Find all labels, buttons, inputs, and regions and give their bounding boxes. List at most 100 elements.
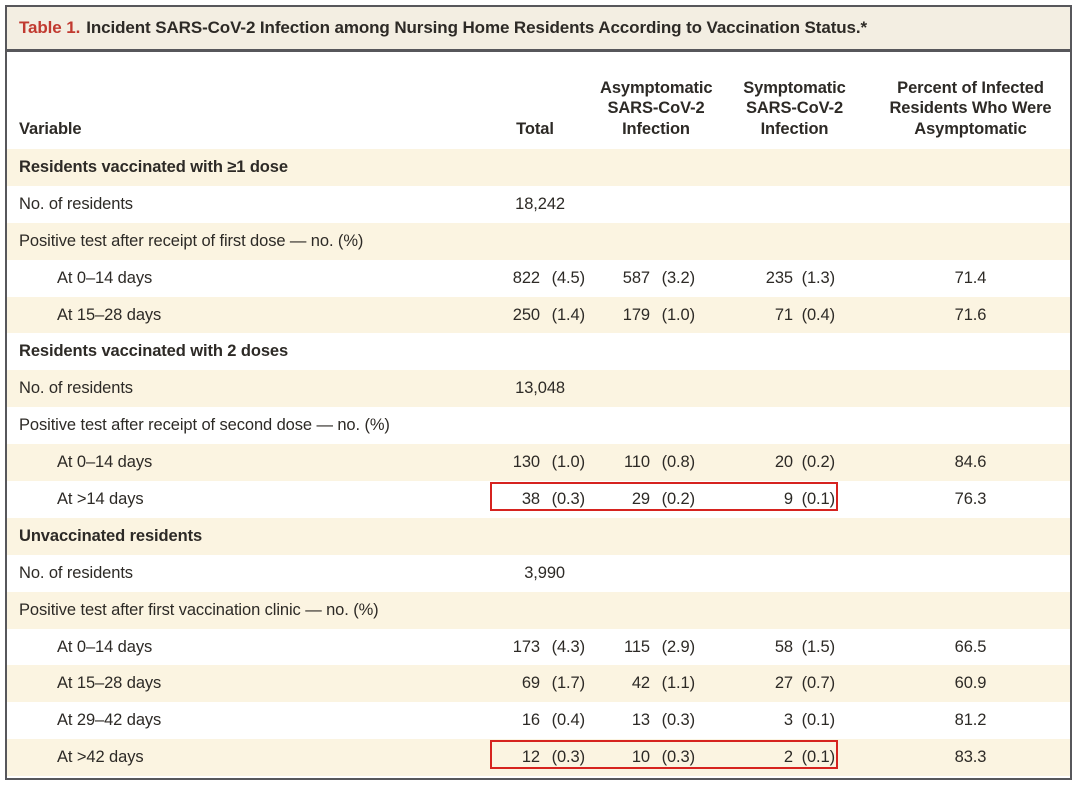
cell-symptomatic: 235 (1.3): [712, 259, 847, 297]
cell-value-number: 130: [512, 453, 540, 472]
cell-percent-asymptomatic: 84.6: [847, 444, 1070, 482]
table-row: Residents vaccinated with ≥1 dose: [7, 149, 1070, 186]
cell-symptomatic: [712, 333, 847, 371]
cell-value-number: 822: [512, 268, 540, 287]
cell-percent-asymptomatic: [847, 185, 1070, 223]
cell-symptomatic: [712, 407, 847, 445]
cell-value-percent: (0.2): [801, 453, 836, 472]
cell-value-percent: (0.1): [801, 489, 836, 508]
cell-symptomatic: 20 (0.2): [712, 444, 847, 482]
col-header-variable: Variable: [7, 52, 470, 149]
col-header-symptomatic: Symptomatic SARS-CoV-2 Infection: [712, 52, 847, 149]
header-line: SARS-CoV-2: [607, 99, 705, 118]
cell-asymptomatic: [600, 554, 712, 592]
cell-value-number: 20: [774, 453, 793, 472]
cell-symptomatic: 9 (0.1): [712, 481, 847, 518]
cell-asymptomatic: 587 (3.2): [600, 259, 712, 297]
table-row: Positive test after receipt of first dos…: [7, 222, 1070, 260]
cell-total: 250 (1.4): [470, 296, 600, 334]
cell-variable: At 15–28 days: [7, 296, 470, 334]
cell-total: [470, 149, 600, 186]
cell-total: 18,242: [470, 185, 600, 223]
cell-percent-asymptomatic: 66.5: [847, 628, 1070, 666]
cell-total: 3,990: [470, 554, 600, 592]
cell-asymptomatic: [600, 149, 712, 186]
cell-value-number: 38: [521, 489, 540, 508]
table-row: At >14 days 38 (0.3) 29 (0.2) 9 (0.1) 76.3: [7, 481, 1070, 518]
cell-asymptomatic: [600, 517, 712, 555]
cell-variable: At 15–28 days: [7, 665, 470, 703]
cell-asymptomatic: 179 (1.0): [600, 296, 712, 334]
cell-variable: No. of residents: [7, 370, 470, 408]
table-row: Residents vaccinated with 2 doses: [7, 333, 1070, 371]
cell-value-number: 18,242: [515, 194, 565, 213]
cell-value-percent: (0.1): [801, 711, 836, 730]
cell-total: 130 (1.0): [470, 444, 600, 482]
cell-symptomatic: [712, 591, 847, 629]
cell-symptomatic: [712, 185, 847, 223]
cell-symptomatic: [712, 517, 847, 555]
cell-variable: At >14 days: [7, 481, 470, 518]
cell-symptomatic: 3 (0.1): [712, 702, 847, 740]
cell-variable: At 0–14 days: [7, 259, 470, 297]
table-row: At 15–28 days 69 (1.7) 42 (1.1) 27 (0.7) 60…: [7, 665, 1070, 703]
header-row: Variable Total Asymptomatic SARS-CoV-2 I…: [7, 52, 1070, 149]
cell-percent-asymptomatic: [847, 407, 1070, 445]
cell-symptomatic: [712, 222, 847, 260]
data-table: Variable Total Asymptomatic SARS-CoV-2 I…: [7, 52, 1070, 777]
cell-total: [470, 591, 600, 629]
cell-total: 16 (0.4): [470, 702, 600, 740]
cell-value-number: 71: [774, 305, 793, 324]
cell-value-percent: (1.0): [551, 453, 586, 472]
header-line: Percent of Infected: [897, 78, 1044, 97]
table-row: Positive test after receipt of second do…: [7, 407, 1070, 445]
cell-value-number: 235: [765, 268, 793, 287]
cell-asymptomatic: [600, 333, 712, 371]
cell-variable: Positive test after first vaccination cl…: [7, 591, 470, 629]
cell-variable: At 0–14 days: [7, 444, 470, 482]
cell-total: [470, 407, 600, 445]
cell-total: 822 (4.5): [470, 259, 600, 297]
cell-value-number: 69: [521, 674, 540, 693]
cell-value-number: 115: [623, 637, 650, 656]
cell-value-percent: (1.7): [551, 674, 586, 693]
cell-value-percent: (4.5): [551, 268, 586, 287]
table-row: At >42 days 12 (0.3) 10 (0.3) 2 (0.1) 83.3: [7, 739, 1070, 777]
cell-symptomatic: [712, 370, 847, 408]
cell-asymptomatic: [600, 407, 712, 445]
cell-value-number: 27: [774, 674, 793, 693]
cell-percent-asymptomatic: [847, 149, 1070, 186]
cell-percent-asymptomatic: 76.3: [847, 481, 1070, 518]
cell-variable: Unvaccinated residents: [7, 517, 470, 555]
cell-percent-asymptomatic: 60.9: [847, 665, 1070, 703]
cell-value-percent: (1.0): [661, 305, 696, 324]
table-row: At 0–14 days 822 (4.5) 587 (3.2) 235 (1.3) …: [7, 259, 1070, 297]
cell-value-percent: (0.2): [661, 489, 696, 508]
cell-asymptomatic: 42 (1.1): [600, 665, 712, 703]
cell-percent-asymptomatic: [847, 517, 1070, 555]
table-title-bar: Table 1. Incident SARS-CoV-2 Infection a…: [7, 7, 1070, 52]
header-line: Symptomatic: [743, 78, 846, 97]
cell-value-percent: (0.3): [551, 489, 586, 508]
cell-asymptomatic: 110 (0.8): [600, 444, 712, 482]
cell-value-percent: (0.1): [801, 748, 836, 767]
cell-value-percent: (1.3): [801, 268, 836, 287]
cell-value-number: 58: [774, 637, 793, 656]
cell-value-percent: (0.4): [551, 711, 586, 730]
cell-total: [470, 333, 600, 371]
cell-percent-asymptomatic: 71.4: [847, 259, 1070, 297]
cell-value-percent: (0.7): [801, 674, 836, 693]
cell-total: [470, 222, 600, 260]
cell-value-number: 3: [783, 711, 793, 730]
table-row: No. of residents 18,242: [7, 185, 1070, 223]
table-header: Variable Total Asymptomatic SARS-CoV-2 I…: [7, 52, 1070, 149]
cell-variable: No. of residents: [7, 554, 470, 592]
cell-symptomatic: 58 (1.5): [712, 628, 847, 666]
cell-symptomatic: 71 (0.4): [712, 296, 847, 334]
cell-value-number: 12: [521, 748, 540, 767]
cell-value-number: 179: [622, 305, 650, 324]
cell-value-percent: (1.5): [801, 637, 836, 656]
cell-value-number: 2: [783, 748, 793, 767]
cell-total: 13,048: [470, 370, 600, 408]
cell-total: 38 (0.3): [470, 481, 838, 518]
